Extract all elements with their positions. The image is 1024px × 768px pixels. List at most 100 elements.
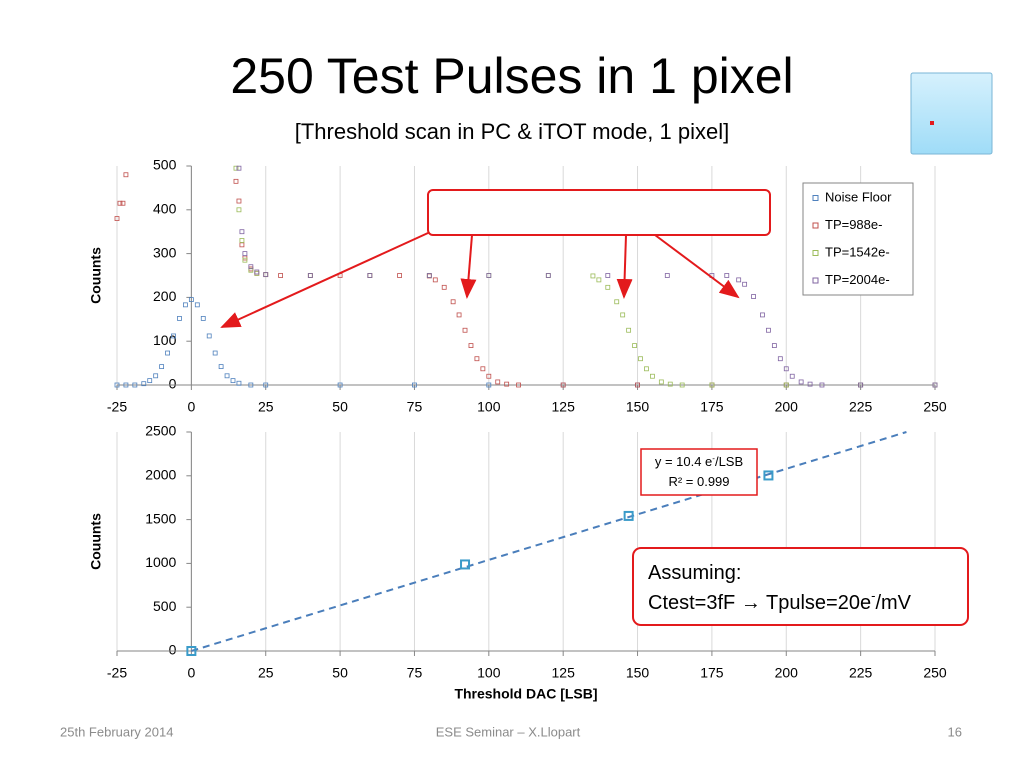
- point: [183, 302, 188, 308]
- point: [644, 366, 649, 372]
- point: [307, 273, 313, 278]
- x-tick-label: 250: [923, 665, 947, 681]
- arrow: [460, 234, 477, 299]
- charts: -25 0 25 50 75 100 125 150 175 200 225 250010020030…: [88, 157, 969, 702]
- equation-box: [640, 448, 758, 496]
- point: [263, 382, 269, 388]
- x-tick-label: 225: [849, 399, 873, 415]
- point: [679, 382, 685, 388]
- x-tick-label: 100: [477, 665, 501, 681]
- icon-dot: [930, 121, 934, 125]
- point: [236, 207, 242, 213]
- point: [186, 646, 197, 656]
- x-tick-label: 225: [849, 665, 873, 681]
- point: [254, 270, 260, 276]
- point: [218, 364, 224, 370]
- point: [254, 269, 260, 275]
- point: [596, 277, 602, 283]
- point: [783, 366, 789, 372]
- icon: [910, 72, 993, 155]
- point: [248, 267, 254, 273]
- point: [426, 273, 432, 278]
- y-tick-label: 2500: [145, 423, 176, 439]
- annotation-text: Assuming:: [648, 562, 741, 584]
- point: [638, 356, 643, 362]
- legend-label: TP=988e-: [825, 217, 882, 232]
- point: [212, 350, 218, 356]
- x-tick-label: 200: [775, 665, 799, 681]
- point: [194, 302, 200, 308]
- y-tick-label: 200: [153, 288, 177, 304]
- legend-label: Noise Floor: [825, 189, 892, 204]
- point: [239, 242, 245, 248]
- point: [789, 373, 795, 379]
- point: [141, 381, 147, 387]
- point: [709, 382, 715, 388]
- text-part: Ctest=3fF → Tpulse=20e: [648, 592, 871, 614]
- point: [171, 333, 176, 339]
- point: [667, 381, 673, 387]
- point: [233, 165, 239, 171]
- arrow: [220, 232, 429, 328]
- x-axis-title: Threshold DAC [LSB]: [454, 686, 597, 702]
- arrow: [654, 234, 740, 299]
- point: [239, 238, 245, 243]
- x-tick-label: 0: [187, 665, 195, 681]
- arrow: [616, 234, 633, 299]
- text-part: R² = 0.999: [668, 474, 729, 489]
- point: [626, 327, 632, 333]
- point: [460, 559, 471, 570]
- annotation-text: R² = 0.999: [668, 474, 729, 489]
- point: [278, 273, 284, 278]
- point: [751, 294, 756, 299]
- point: [486, 382, 492, 388]
- point: [486, 273, 492, 278]
- x-tick-label: 25: [258, 399, 274, 415]
- x-tick-label: 75: [407, 399, 423, 415]
- point: [412, 382, 417, 388]
- point: [724, 273, 730, 278]
- point: [441, 284, 447, 290]
- text-part: /LSB: [715, 454, 743, 469]
- point: [516, 382, 521, 388]
- slide-title: 250 Test Pulses in 1 pixel: [230, 48, 793, 104]
- point: [236, 165, 242, 171]
- x-tick-label: 175: [700, 399, 724, 415]
- point: [206, 333, 212, 339]
- slide-subtitle: [Threshold scan in PC & iTOT mode, 1 pix…: [295, 119, 730, 144]
- x-tick-label: 250: [923, 399, 947, 415]
- point: [614, 299, 620, 305]
- point: [819, 382, 825, 388]
- point: [367, 273, 373, 278]
- point: [560, 382, 566, 388]
- point: [159, 364, 165, 370]
- point: [248, 382, 254, 388]
- y-tick-label: 500: [153, 157, 177, 173]
- x-tick-label: 125: [552, 399, 576, 415]
- point: [590, 273, 596, 279]
- footer-center: ESE Seminar – X.Llopart: [436, 724, 581, 739]
- point: [123, 172, 129, 178]
- x-tick-label: -25: [107, 399, 127, 415]
- x-tick-label: 75: [407, 665, 423, 681]
- point: [664, 273, 670, 278]
- point: [147, 378, 153, 384]
- point: [367, 273, 373, 278]
- point: [432, 277, 438, 283]
- text-part: Assuming:: [648, 562, 741, 584]
- point: [807, 381, 813, 387]
- legend-marker: [812, 195, 819, 201]
- point: [254, 270, 260, 276]
- point: [650, 373, 655, 379]
- legend-label: TP=1542e-: [825, 244, 890, 259]
- arrows: [220, 232, 740, 328]
- legend-marker: [812, 250, 819, 256]
- y-tick-label: 1000: [145, 554, 176, 570]
- point: [462, 327, 468, 333]
- point: [188, 297, 194, 302]
- point: [766, 327, 771, 333]
- point: [456, 312, 462, 318]
- point: [495, 379, 501, 385]
- point: [177, 316, 182, 321]
